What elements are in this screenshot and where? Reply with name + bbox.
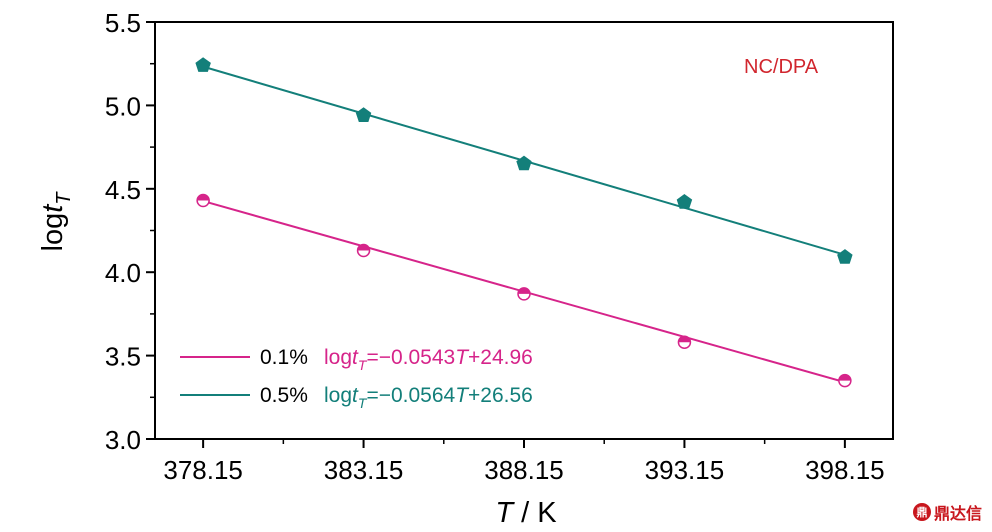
data-points: [195, 57, 853, 388]
y-tick-label: 3.0: [105, 425, 141, 455]
legend-label-0: 0.1%: [260, 346, 308, 369]
data-point: [838, 373, 852, 388]
data-point: [837, 249, 853, 264]
watermark: 鼎 鼎达信: [912, 500, 982, 524]
point-fill: [838, 374, 851, 381]
x-axis-label: T / K: [495, 497, 557, 529]
y-axis-label: logtT: [37, 191, 75, 252]
data-point: [677, 335, 692, 350]
x-tick-label: 378.15: [163, 455, 243, 485]
data-point: [195, 57, 211, 72]
data-point: [516, 155, 532, 171]
x-axis: 378.15 383.15 388.15 393.15 398.15: [163, 439, 885, 485]
y-tick-label: 5.5: [105, 8, 141, 38]
point-fill: [357, 244, 370, 251]
point-fill: [518, 287, 530, 294]
data-point: [676, 193, 693, 209]
x-tick-label: 388.15: [484, 455, 564, 485]
legend-label-1: 0.5%: [260, 384, 308, 407]
x-tick-label: 398.15: [805, 455, 885, 485]
chart-annotation: NC/DPA: [744, 56, 819, 78]
data-point: [517, 287, 531, 301]
y-tick-label: 4.0: [105, 258, 141, 288]
watermark-text: 鼎达信: [933, 506, 982, 523]
y-tick-label: 5.0: [105, 91, 141, 121]
y-tick-label: 4.5: [105, 175, 141, 205]
watermark-logo-icon: 鼎: [912, 503, 931, 521]
data-point: [355, 107, 372, 122]
y-tick-label: 3.5: [105, 342, 141, 372]
data-point: [356, 243, 371, 258]
point-fill: [197, 194, 210, 201]
legend: 0.1% logtT=−0.0543T+24.96 0.5% logtT=−0.…: [180, 346, 533, 411]
x-tick-label: 383.15: [324, 455, 404, 485]
point-fill: [678, 336, 691, 343]
data-point: [196, 193, 210, 208]
x-tick-label: 393.15: [645, 455, 725, 485]
legend-equation-0: logtT=−0.0543T+24.96: [324, 346, 533, 373]
fit-lines: [202, 65, 846, 384]
y-axis: 3.0 3.5 4.0 4.5 5.0 5.5: [105, 8, 155, 455]
legend-equation-1: logtT=−0.0564T+26.56: [324, 384, 533, 411]
